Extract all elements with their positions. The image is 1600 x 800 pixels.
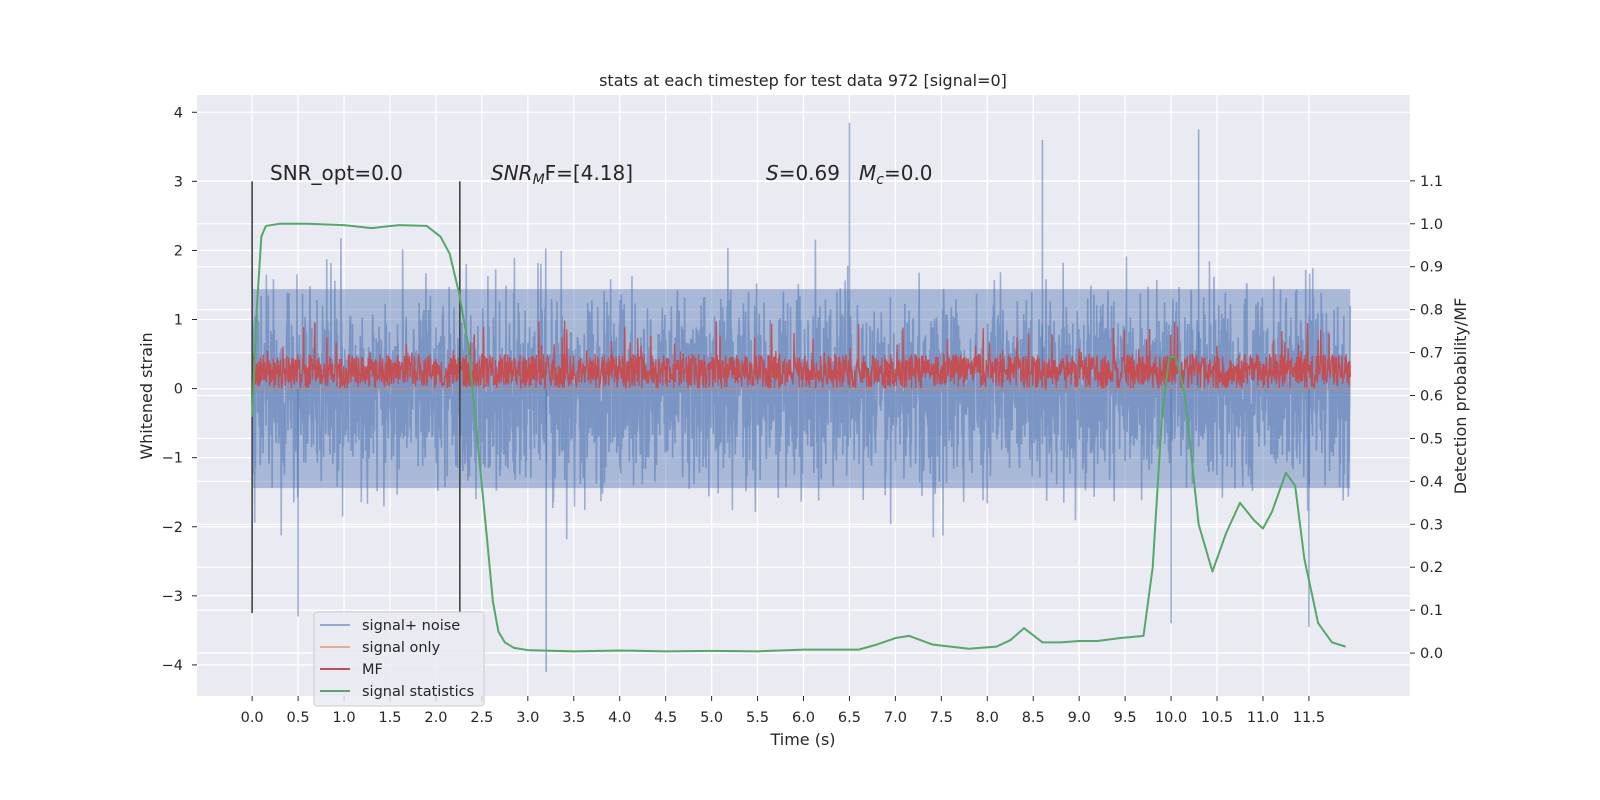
annotation-snr-opt: SNR_opt=0.0 bbox=[270, 161, 403, 185]
y-tick-label: −4 bbox=[162, 658, 183, 674]
y-right-tick-label: 1.1 bbox=[1420, 174, 1443, 190]
y-axis-label-left: Whitened strain bbox=[137, 332, 156, 459]
annotation-mc-symbol: M bbox=[859, 161, 876, 185]
y-tick-label: −1 bbox=[162, 451, 183, 467]
x-axis-label: Time (s) bbox=[769, 730, 835, 749]
x-tick-label: 4.0 bbox=[608, 710, 631, 726]
x-tick-label: 9.0 bbox=[1068, 710, 1091, 726]
annotation-snr-mf-sub: M bbox=[533, 172, 545, 188]
x-tick-label: 5.0 bbox=[700, 710, 723, 726]
x-tick-label: 3.0 bbox=[516, 710, 539, 726]
legend-label-signal-only: signal only bbox=[362, 640, 441, 656]
annotation-s: S=0.69 bbox=[766, 161, 840, 185]
annotation-snr-mf-snr: SNR bbox=[491, 161, 533, 185]
chart-title: stats at each timestep for test data 972… bbox=[599, 71, 1007, 90]
series-signal-noise bbox=[251, 238, 1352, 540]
x-tick-label: 1.5 bbox=[378, 710, 401, 726]
series-signal-statistics bbox=[251, 222, 1346, 653]
y-right-tick-label: 0.2 bbox=[1420, 560, 1443, 576]
y-right-tick-label: 0.1 bbox=[1420, 603, 1443, 619]
series-mf bbox=[251, 320, 1351, 391]
x-tick-label: 1.0 bbox=[332, 710, 355, 726]
y-tick-label: 2 bbox=[174, 243, 183, 259]
y-right-tick-label: 0.6 bbox=[1420, 389, 1443, 405]
x-tick-label: 2.0 bbox=[424, 710, 447, 726]
legend-label-mf: MF bbox=[362, 662, 383, 678]
legend-box bbox=[313, 611, 485, 707]
y-tick-label: −3 bbox=[162, 589, 183, 605]
annotation-s-symbol: S bbox=[766, 161, 779, 185]
legend: signal+ noise signal only MF signal stat… bbox=[313, 611, 485, 707]
y-right-tick-label: 0.9 bbox=[1420, 260, 1443, 276]
y-right-ticks: 1.1 1.0 0.9 0.8 0.7 0.6 0.5 0.4 0.3 0.2 0.1 0.0 bbox=[1410, 174, 1443, 662]
legend-label-signal-noise: signal+ noise bbox=[362, 618, 460, 634]
x-tick-label: 6.0 bbox=[792, 710, 815, 726]
y-tick-label: 3 bbox=[174, 174, 183, 190]
y-right-tick-label: 0.7 bbox=[1420, 346, 1443, 362]
y-right-tick-label: 0.8 bbox=[1420, 303, 1443, 319]
x-tick-label: 10.0 bbox=[1155, 710, 1187, 726]
y-tick-label: 0 bbox=[174, 382, 183, 398]
x-tick-label: 8.5 bbox=[1022, 710, 1045, 726]
x-tick-label: 0.0 bbox=[241, 710, 264, 726]
x-tick-label: 11.0 bbox=[1247, 710, 1279, 726]
annotation-mc-value: =0.0 bbox=[884, 161, 933, 185]
y-left-ticks: 4 3 2 1 0 −1 −2 −3 −4 bbox=[162, 105, 197, 674]
x-tick-label: 11.5 bbox=[1293, 710, 1325, 726]
x-tick-label: 5.5 bbox=[746, 710, 769, 726]
x-tick-label: 9.5 bbox=[1114, 710, 1137, 726]
y-right-tick-label: 1.0 bbox=[1420, 217, 1443, 233]
x-tick-label: 3.5 bbox=[562, 710, 585, 726]
x-tick-label: 6.5 bbox=[838, 710, 861, 726]
y-axis-label-right: Detection probability/MF bbox=[1451, 298, 1470, 495]
y-right-tick-label: 0.4 bbox=[1420, 474, 1443, 490]
y-tick-label: −2 bbox=[162, 520, 183, 536]
x-tick-label: 2.5 bbox=[470, 710, 493, 726]
x-tick-label: 8.0 bbox=[976, 710, 999, 726]
x-ticks: 0.0 0.5 1.0 1.5 2.0 2.5 3.0 3.5 4.0 4.5 5.0 5.5 6.0 6… bbox=[241, 696, 1325, 726]
annotation-snr-mf-f: F=[4.18] bbox=[545, 161, 633, 185]
y-right-tick-label: 0.0 bbox=[1420, 646, 1443, 662]
y-tick-label: 1 bbox=[174, 313, 183, 329]
y-right-tick-label: 0.3 bbox=[1420, 517, 1443, 533]
x-tick-label: 7.5 bbox=[930, 710, 953, 726]
legend-label-signal-statistics: signal statistics bbox=[362, 684, 474, 700]
x-tick-label: 10.5 bbox=[1201, 710, 1233, 726]
annotation-mc-sub: c bbox=[876, 172, 884, 188]
y-right-tick-label: 0.5 bbox=[1420, 431, 1443, 447]
annotation-snr-mf: SNRMF=[4.18] bbox=[491, 161, 633, 188]
x-tick-label: 0.5 bbox=[287, 710, 310, 726]
annotation-mc: Mc=0.0 bbox=[859, 161, 933, 188]
y-tick-label: 4 bbox=[174, 105, 183, 121]
x-tick-label: 7.0 bbox=[884, 710, 907, 726]
series-layer bbox=[251, 122, 1352, 672]
x-tick-label: 4.5 bbox=[654, 710, 677, 726]
annotation-s-value: =0.69 bbox=[779, 161, 840, 185]
